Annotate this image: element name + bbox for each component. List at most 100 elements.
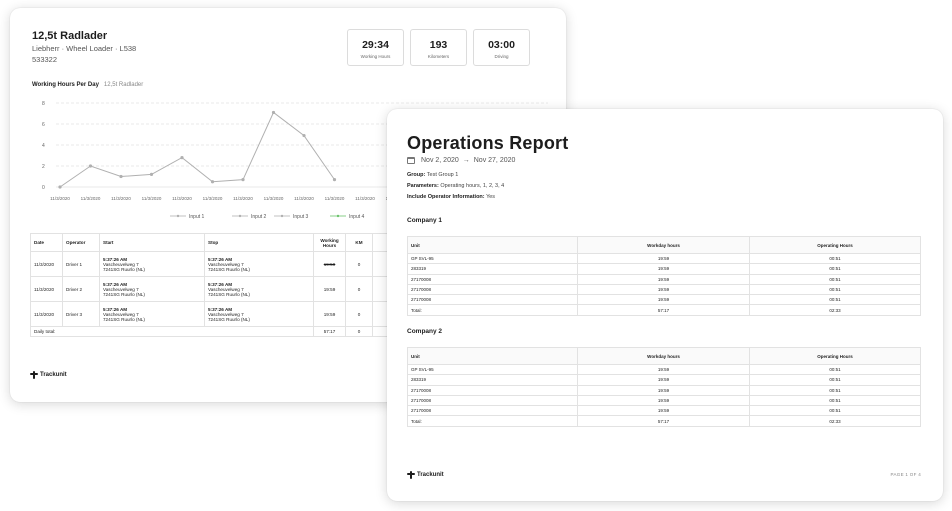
cell-start: 5:37:26 AM Vascheuvelweg 7 7241SG Ruurlo (…	[99, 276, 205, 302]
params-label: Parameters:	[407, 183, 439, 189]
cell-workday-hours: 19:59	[577, 405, 750, 417]
date-to: Nov 27, 2020	[473, 157, 516, 164]
col-start: Start	[99, 233, 205, 252]
y-tick-label: 0	[42, 185, 45, 191]
group-label: Group:	[407, 172, 426, 178]
cell-workday-hours: 57:17	[577, 304, 750, 316]
total-row: Total: 57:17 02:33	[407, 415, 921, 427]
col-workday-hours: Workday hours	[577, 347, 750, 365]
cell-operating-hours: 00:51	[749, 394, 921, 407]
table-row: 283319 19:59 00:51	[407, 374, 921, 386]
table-row: 283319 19:59 00:51	[407, 263, 921, 275]
cell-workday-hours: 19:59	[577, 374, 750, 386]
cell-operating-hours: 00:51	[749, 263, 921, 275]
cell-operating-hours: 00:51	[749, 405, 921, 417]
table-row: 27170008 19:59 00:51	[407, 273, 921, 285]
cell-workday-hours: 19:59	[577, 273, 750, 285]
chart-title-text: Working Hours Per Day	[32, 82, 99, 88]
params-value: Operating hours, 1, 2, 3, 4	[440, 183, 505, 189]
cell-workday-hours: 57:17	[577, 415, 750, 427]
total-label: Daily total:	[30, 326, 314, 337]
table-row: GP SVL-95 19:59 00:51	[407, 252, 921, 265]
stat-value: 03:00	[488, 39, 515, 51]
legend-marker	[336, 214, 340, 218]
cell-workday-hours: 19:59	[577, 384, 750, 396]
stat-working-hours: 29:34 Working Hours	[347, 29, 404, 66]
cell-operating-hours: 02:33	[749, 415, 921, 427]
company-1-table: Unit Workday hours Operating Hours GP SV…	[407, 236, 921, 316]
col-unit: Unit	[407, 236, 578, 254]
date-from: Nov 2, 2020	[421, 157, 459, 164]
stat-value: 29:34	[362, 39, 389, 51]
cell-operator: Driver 2	[62, 276, 100, 302]
cell-hours: 19:59	[313, 301, 346, 327]
stat-label: Kilometers	[427, 54, 450, 59]
cell-date: 11/3/2020	[30, 301, 63, 327]
chart-title: Working Hours Per Day 12,5t Radlader	[32, 82, 143, 88]
col-unit: Unit	[407, 347, 578, 365]
cell-operating-hours: 00:51	[749, 283, 921, 296]
start-address: Vascheuvelweg 7	[103, 286, 139, 292]
cell-operating-hours: 00:51	[749, 384, 921, 396]
report-title: Operations Report	[407, 133, 569, 153]
cell-date: 11/3/2020	[30, 276, 63, 302]
cell-unit: Total:	[407, 304, 578, 316]
stat-value: 193	[429, 39, 448, 51]
data-point	[180, 156, 184, 160]
cell-hours: 19:59	[313, 276, 346, 302]
x-tick-label: 11/3/2020	[233, 196, 253, 201]
cell-operating-hours: 02:33	[749, 304, 921, 316]
legend-label: Input 4	[349, 214, 365, 220]
data-point	[302, 133, 306, 138]
cell-unit: GP SVL-95	[407, 252, 578, 265]
cell-stop: 5:37:26 AM Vascheuvelweg 7 7241SG Ruurlo (…	[204, 276, 314, 302]
stop-time: 5:37:26 AM	[208, 306, 233, 312]
start-address: Vascheuvelweg 7	[103, 311, 139, 317]
x-tick-label: 11/3/2020	[81, 196, 101, 201]
cell-unit: Total:	[407, 415, 578, 427]
x-tick-label: 11/3/2020	[50, 196, 70, 201]
cell-date: 11/3/2020	[30, 251, 63, 277]
stop-postcode: 7241SG Ruurlo (NL)	[208, 291, 250, 297]
col-stop: Stop	[204, 233, 314, 252]
col-workday-hours: Workday hours	[577, 236, 750, 254]
asset-subtitle: Liebherr · Wheel Loader · L538	[32, 44, 137, 53]
cell-km: 0	[345, 301, 373, 327]
stat-kilometers: 193 Kilometers	[410, 29, 467, 66]
asset-id: 533322	[32, 55, 58, 64]
cell-km: 0	[345, 276, 373, 302]
total-row: Total: 57:17 02:33	[407, 304, 921, 316]
operations-report-page: Operations Report Nov 2, 2020 → Nov 27, …	[387, 109, 943, 501]
calendar-icon	[407, 157, 415, 164]
table-row: 27170008 19:59 00:51	[407, 294, 921, 306]
trackunit-logo: Trackunit	[30, 371, 67, 379]
page-indicator: PAGE 1 OF 4	[890, 472, 921, 477]
x-tick-label: 11/3/2020	[294, 196, 314, 201]
cell-stop: 5:37:26 AM Vascheuvelweg 7 7241SG Ruurlo (…	[204, 301, 314, 327]
cell-stop: 5:37:26 AM Vascheuvelweg 7 7241SG Ruurlo (…	[204, 251, 314, 277]
cell-start: 5:37:26 AM Vascheuvelweg 7 7241SG Ruurlo (…	[99, 251, 205, 277]
total-km: 0	[345, 326, 373, 337]
trackunit-icon	[30, 371, 38, 379]
data-point	[88, 164, 93, 168]
y-tick-label: 4	[42, 143, 45, 149]
legend-label: Input 1	[189, 214, 205, 220]
date-range: Nov 2, 2020 → Nov 27, 2020	[407, 157, 515, 164]
col-operating-hours: Operating Hours	[749, 347, 921, 365]
company-2-table: Unit Workday hours Operating Hours GP SV…	[407, 347, 921, 427]
cell-operating-hours: 00:51	[749, 252, 921, 265]
start-postcode: 7241SG Ruurlo (NL)	[103, 266, 145, 272]
data-point	[58, 185, 62, 189]
stop-address: Vascheuvelweg 7	[208, 286, 244, 292]
operator-info-line: Include Operator Information: Yes	[407, 194, 495, 200]
cell-unit: 27170008	[407, 273, 578, 285]
cell-hours: 19:59	[313, 251, 346, 277]
x-tick-label: 11/3/2020	[325, 196, 345, 201]
cell-workday-hours: 19:59	[577, 252, 750, 265]
stat-driving: 03:00 Driving	[473, 29, 530, 66]
cell-operating-hours: 00:51	[749, 273, 921, 285]
trackunit-icon	[407, 471, 415, 479]
table-header-row: Unit Workday hours Operating Hours	[407, 347, 921, 365]
brand-text: Trackunit	[417, 472, 444, 478]
data-point	[241, 178, 245, 182]
